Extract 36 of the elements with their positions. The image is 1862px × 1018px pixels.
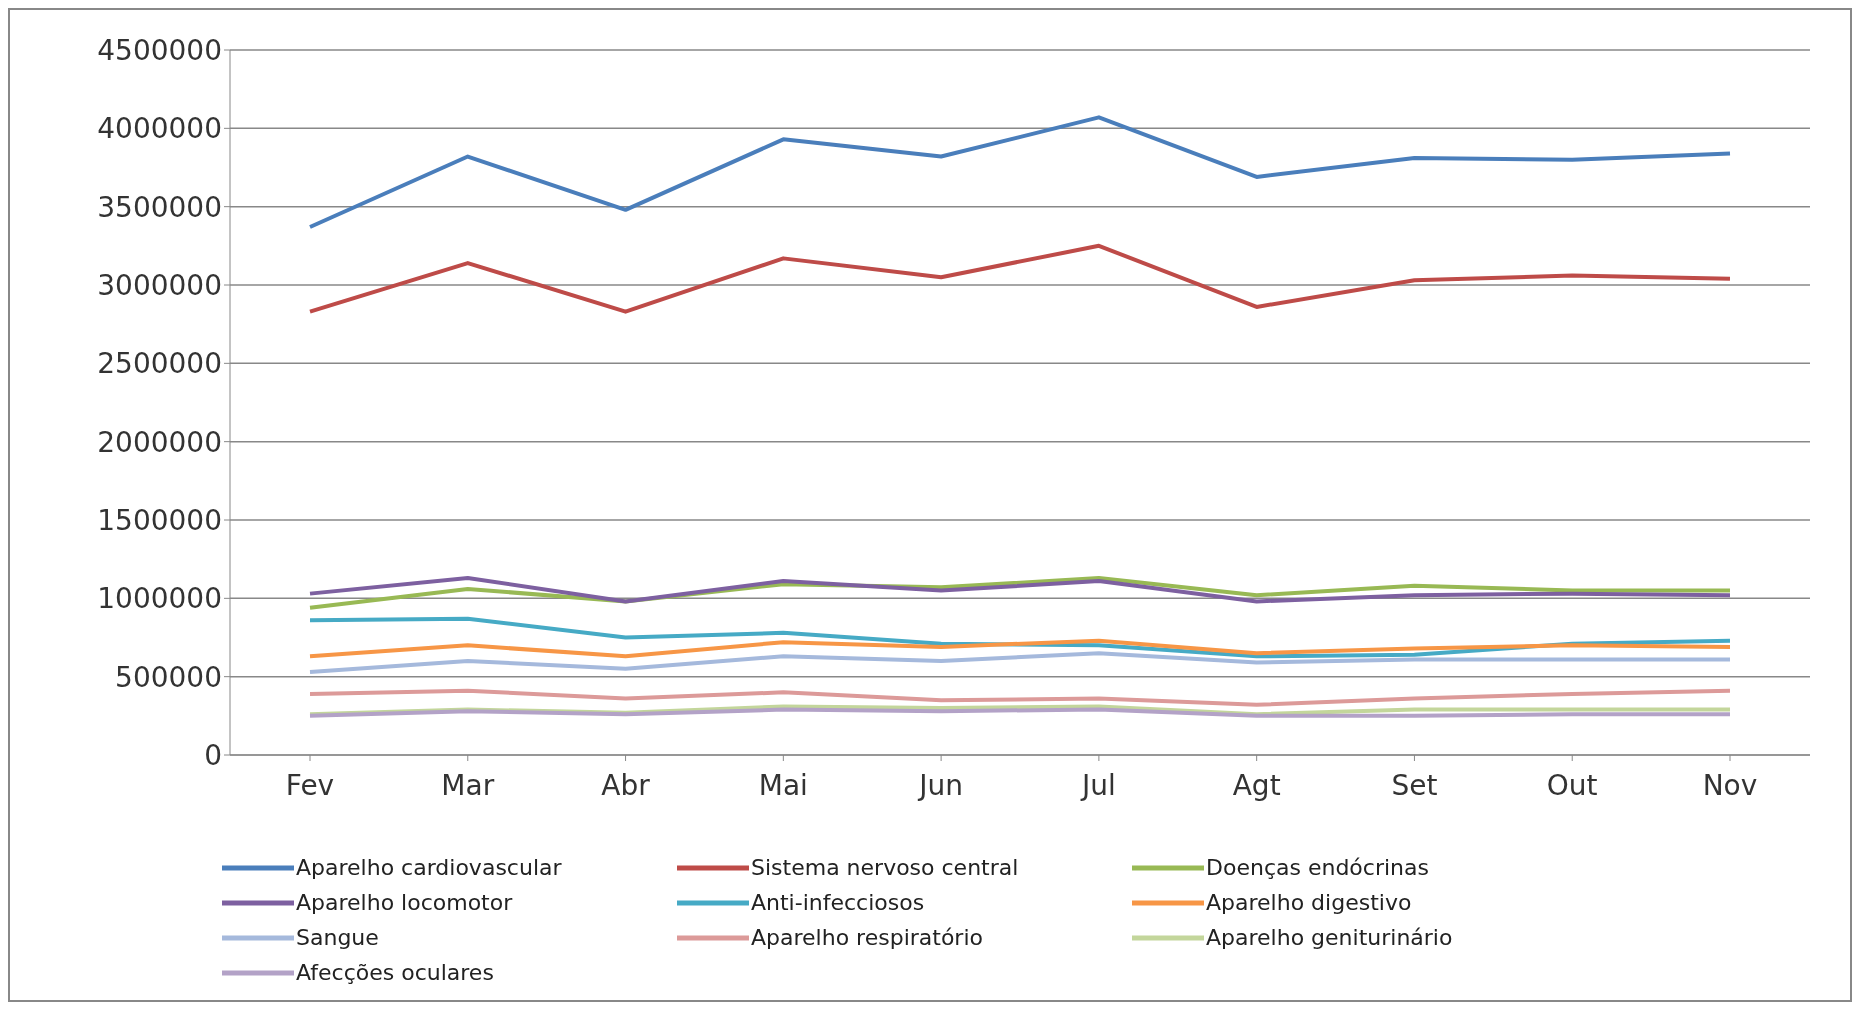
line-series [308,688,1732,707]
legend-label: Doenças endócrinas [1206,855,1429,880]
legend-label: Anti-infecciosos [751,890,925,915]
legend-label: Aparelho cardiovascular [296,855,562,880]
y-tick-label: 1500000 [97,503,222,537]
y-tick-label: 2500000 [97,347,222,381]
line-series [308,115,1732,230]
y-tick-label: 2000000 [97,425,222,459]
legend-label: Aparelho locomotor [296,890,513,915]
x-tick-label: Agt [1232,768,1281,802]
x-tick-label: Out [1546,768,1598,802]
line-series [308,638,1732,659]
y-tick-label: 3000000 [97,268,222,302]
x-tick-label: Set [1391,768,1438,802]
line-series [308,651,1732,674]
y-tick-label: 4500000 [97,33,222,67]
x-tick-label: Fev [285,768,335,802]
y-tick-label: 4000000 [97,112,222,146]
legend-label: Aparelho digestivo [1206,890,1412,915]
x-tick-label: Mar [441,768,495,802]
x-tick-label: Abr [601,768,651,802]
legend-label: Aparelho geniturinário [1206,925,1453,950]
legend-label: Sangue [296,925,379,950]
x-tick-label: Mai [758,768,808,802]
x-tick-label: Jun [917,768,963,802]
line-series [308,575,1732,604]
legend-label: Sistema nervoso central [751,855,1019,880]
y-tick-label: 500000 [115,660,222,694]
legend-label: Afecções oculares [296,960,494,985]
y-tick-label: 3500000 [97,190,222,224]
x-tick-label: Nov [1702,768,1758,802]
line-series [308,243,1732,314]
legend-label: Aparelho respiratório [751,925,983,950]
y-tick-label: 0 [204,738,222,772]
y-tick-label: 1000000 [97,582,222,616]
x-tick-label: Jul [1079,768,1116,802]
